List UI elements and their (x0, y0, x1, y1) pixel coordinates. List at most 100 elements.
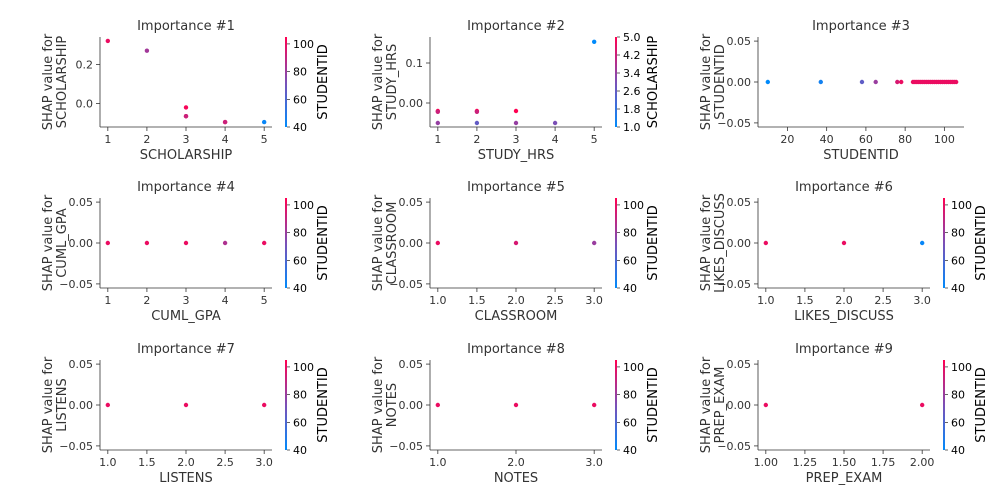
y-tick-label: 0.00 (727, 237, 752, 250)
data-point (895, 79, 900, 85)
data-point (183, 240, 189, 246)
x-tick-label: 2 (473, 133, 480, 146)
x-tick-label: 2.5 (546, 294, 564, 307)
panel-5: Importance #5 1.0 1.5 2.0 2.5 3.0 −0.05 0.00 0.0… (371, 180, 661, 324)
colorbar-tick-label: 40 (293, 121, 307, 134)
data-point (435, 240, 441, 246)
colorbar-label: STUDENTID (646, 205, 661, 280)
colorbar-label: STUDENTID (646, 367, 661, 442)
colorbar (285, 198, 287, 288)
colorbar-tick-label: 80 (293, 227, 307, 240)
panel-1: Importance #1 1 2 3 4 5 0.0 0.2 SCHOLARSHIP SHAP … (41, 19, 331, 163)
colorbar-tick-label: 60 (293, 416, 307, 429)
x-tick-label: 3.0 (585, 456, 603, 469)
x-tick-label: 100 (934, 133, 955, 146)
panel-6: Importance #6 1.0 1.5 2.0 2.5 3.0 −0.05 0.00 0.0… (699, 180, 989, 324)
panel-7: Importance #7 1.0 1.5 2.0 2.5 3.0 −0.05 0.00 0.0… (41, 342, 331, 486)
x-tick-label: 1.25 (793, 456, 818, 469)
x-tick-label: 1.0 (429, 456, 447, 469)
y-tick-label: −0.05 (59, 440, 93, 453)
colorbar-tick-label: 1.8 (623, 103, 641, 116)
colorbar-tick-label: 60 (951, 416, 965, 429)
colorbar-tick-label: 60 (623, 416, 637, 429)
data-point (105, 402, 111, 408)
colorbar-label: STUDENTID (974, 367, 989, 442)
x-tick-label: 1.0 (429, 294, 447, 307)
y-tick-label: −0.05 (59, 278, 93, 291)
colorbar-tick-label: 100 (293, 199, 314, 212)
panel-title: Importance #8 (467, 342, 565, 357)
x-axis-label: SCHOLARSHIP (140, 148, 233, 163)
colorbar-tick-label: 80 (293, 66, 307, 79)
y-tick-label: −0.05 (717, 278, 751, 291)
x-tick-label: 1.0 (757, 294, 775, 307)
colorbar-tick-label: 40 (623, 444, 637, 457)
x-tick-label: 5 (261, 294, 268, 307)
y-tick-label: −0.05 (717, 440, 751, 453)
y-tick-label: 0.00 (727, 399, 752, 412)
colorbar (285, 360, 287, 450)
x-axis-label: CUML_GPA (151, 309, 221, 324)
colorbar-label: STUDENTID (316, 44, 331, 119)
colorbar-tick-label: 100 (623, 361, 644, 374)
x-tick-label: 5 (591, 133, 598, 146)
data-point (591, 402, 597, 408)
x-tick-label: 4 (552, 133, 559, 146)
x-tick-label: 2.0 (177, 456, 195, 469)
x-tick-label: 40 (820, 133, 834, 146)
y-axis-label: SHAP value forNOTES (371, 356, 400, 453)
data-point (765, 79, 771, 85)
data-point (841, 240, 847, 246)
y-tick-label: 0.00 (399, 399, 424, 412)
data-point (435, 402, 441, 408)
panel-9: Importance #9 1.00 1.25 1.50 1.75 2.00 −0.05 0.… (699, 342, 989, 486)
data-point (261, 119, 267, 125)
x-tick-label: 1 (434, 133, 441, 146)
colorbar-tick-label: 80 (951, 227, 965, 240)
y-axis-label: SHAP value forPREP_EXAM (699, 356, 728, 453)
panel-8: Importance #8 1.0 2.0 3.0 −0.05 0.00 0.05 NOTES… (371, 342, 661, 486)
x-tick-label: 1.75 (871, 456, 896, 469)
colorbar (615, 37, 617, 127)
y-tick-label: −0.05 (389, 278, 423, 291)
colorbar (615, 360, 617, 450)
colorbar-tick-label: 2.6 (623, 85, 641, 98)
panel-title: Importance #7 (137, 342, 235, 357)
data-point (763, 240, 769, 246)
data-point (105, 240, 111, 246)
x-tick-label: 3 (183, 133, 190, 146)
data-point (513, 240, 519, 246)
y-tick-label: 0.05 (399, 196, 424, 209)
y-tick-label: 0.05 (399, 358, 424, 371)
data-point (818, 79, 823, 85)
colorbar-tick-label: 40 (623, 282, 637, 295)
x-tick-label: 60 (859, 133, 873, 146)
x-tick-label: 2.00 (910, 456, 935, 469)
x-tick-label: 1 (104, 133, 111, 146)
colorbar-tick-label: 100 (951, 361, 972, 374)
panel-2: Importance #2 1 2 3 4 5 0.00 0.1 STUDY_HRS SHAP v… (371, 19, 661, 163)
panel-title: Importance #2 (467, 19, 565, 34)
y-tick-label: 0.05 (69, 358, 94, 371)
panel-title: Importance #9 (795, 342, 893, 357)
colorbar-tick-label: 40 (951, 282, 965, 295)
data-point (919, 402, 925, 408)
y-tick-label: 0.0 (76, 98, 94, 111)
colorbar (285, 37, 287, 127)
panel-title: Importance #1 (137, 19, 235, 34)
y-tick-label: 0.00 (399, 237, 424, 250)
x-tick-label: 1 (104, 294, 111, 307)
colorbar-tick-label: 60 (623, 254, 637, 267)
y-axis-label: SHAP value forLIKES_DISCUSS (699, 193, 728, 293)
colorbar-tick-label: 80 (951, 389, 965, 402)
data-point (183, 105, 189, 110)
colorbar-tick-label: 60 (293, 93, 307, 106)
colorbar-tick-label: 5.0 (623, 31, 641, 44)
colorbar-tick-label: 100 (623, 199, 644, 212)
data-point (144, 240, 150, 246)
colorbar-label: STUDENTID (316, 367, 331, 442)
data-point (222, 240, 228, 246)
colorbar-tick-label: 40 (293, 282, 307, 295)
colorbar-tick-label: 40 (293, 444, 307, 457)
